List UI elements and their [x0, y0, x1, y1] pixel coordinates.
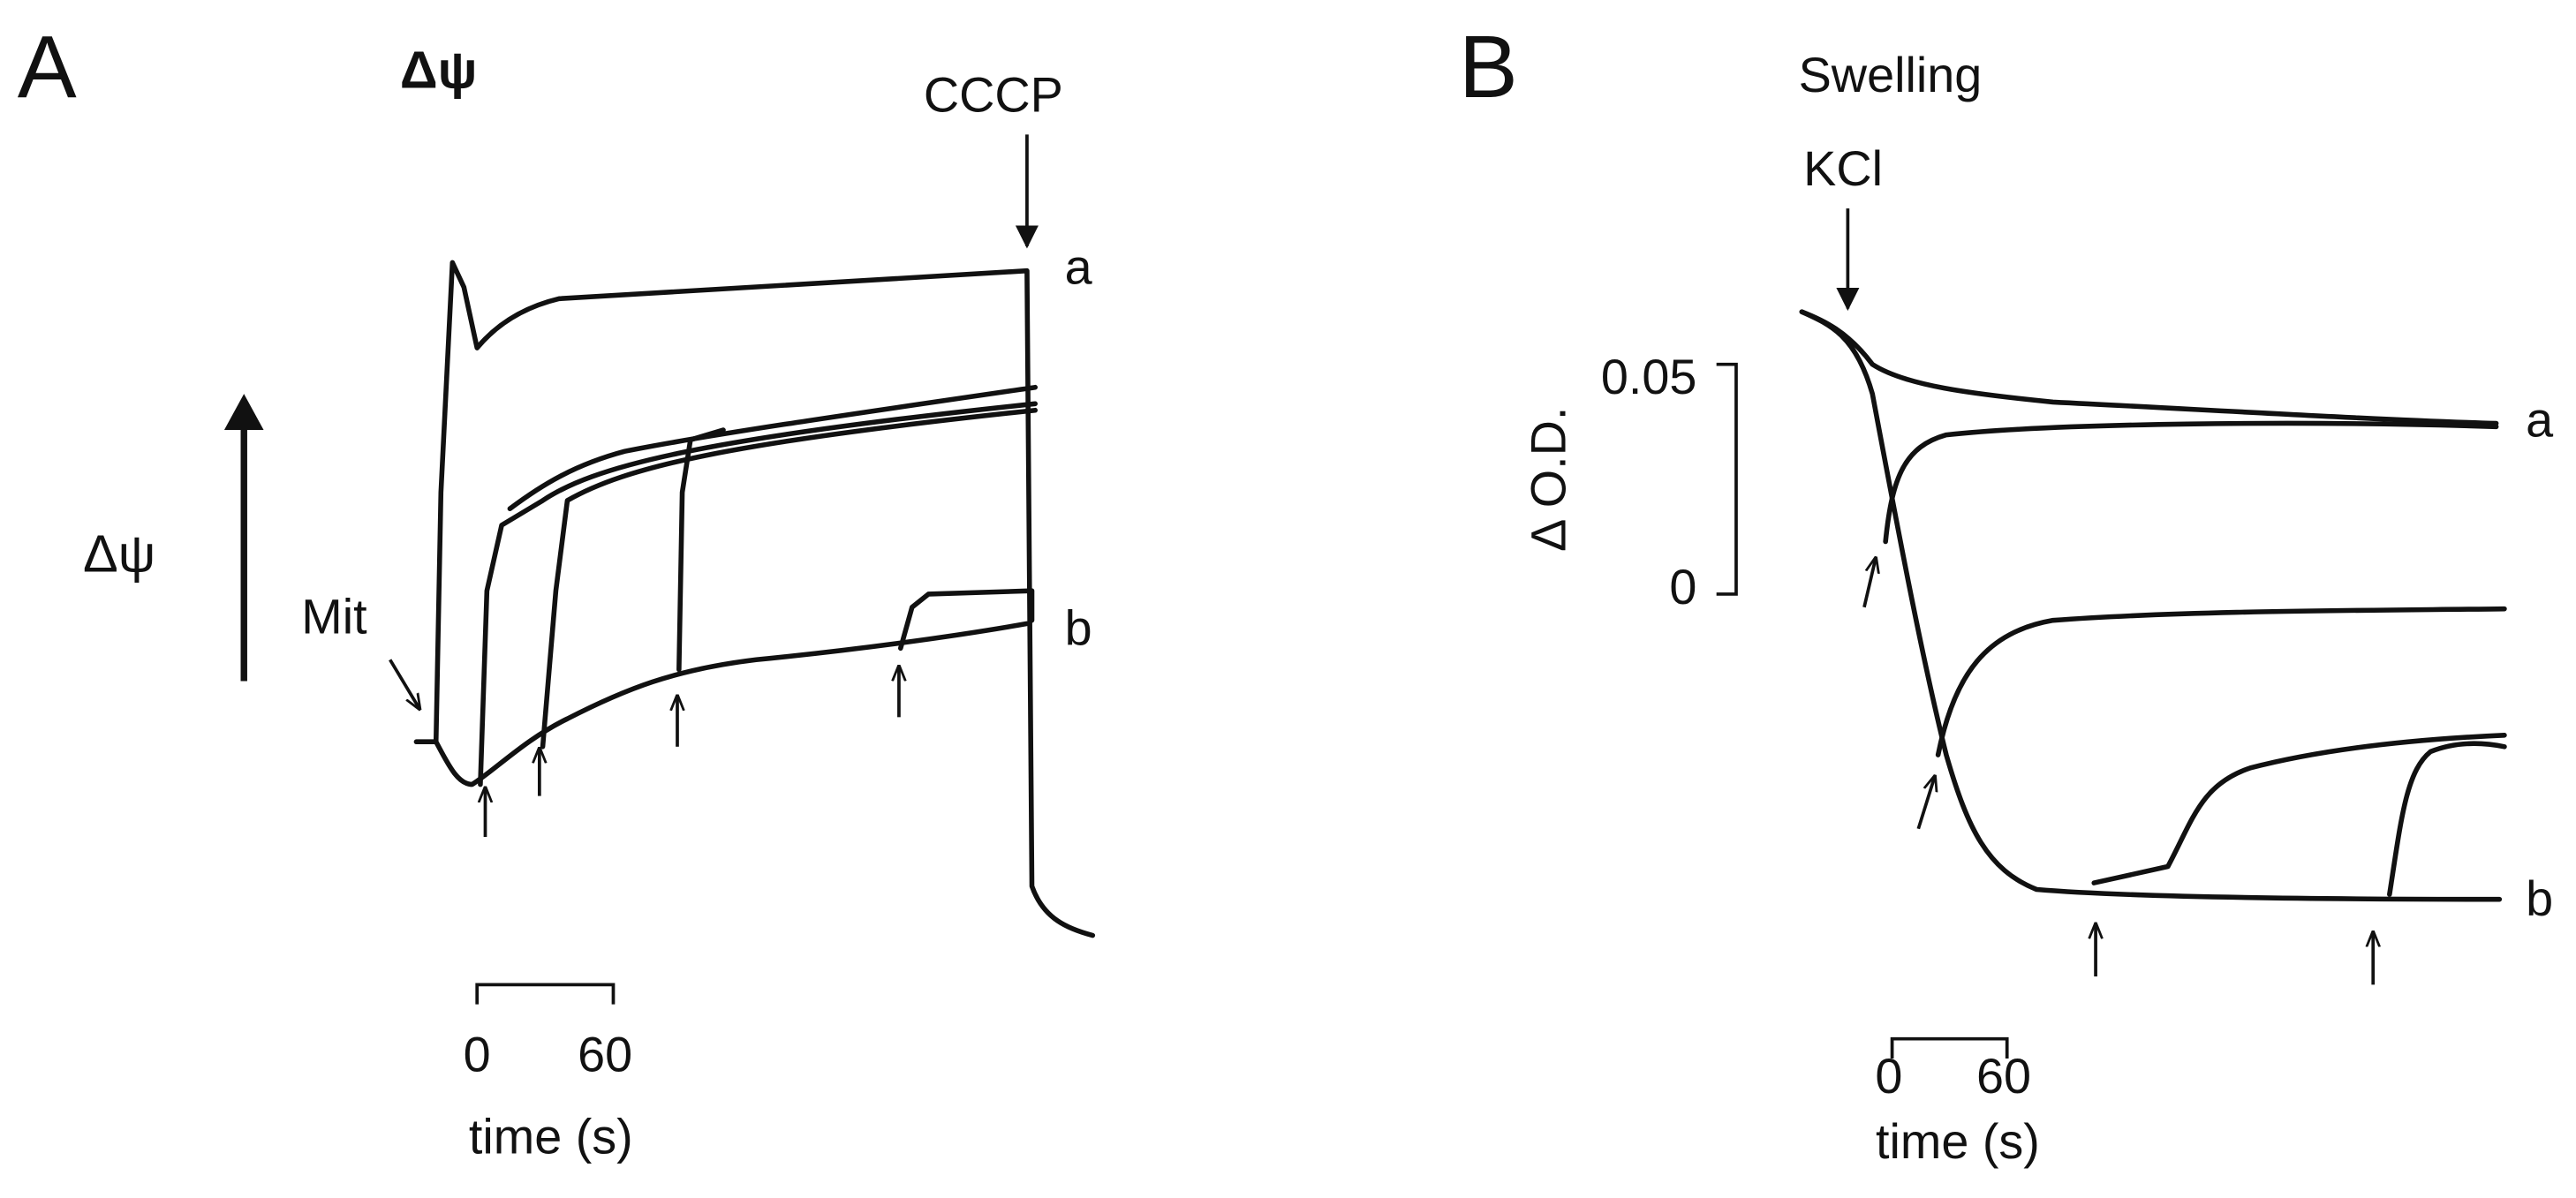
axis-label: Δ O.D.: [1522, 407, 1576, 552]
mit-label: Mit: [301, 589, 367, 644]
trace: [2387, 741, 2507, 897]
trace-label: a: [1065, 239, 1092, 294]
axis-arrowhead: [223, 394, 264, 431]
trace: [507, 384, 1039, 512]
trace: [478, 401, 1039, 787]
scale-tick: 0: [1669, 560, 1696, 614]
trace: [2091, 733, 2507, 885]
kcl-label: KCl: [1803, 141, 1883, 196]
panel-title: Δψ: [400, 40, 478, 99]
panel-a: A Δψ CCCP a b Δψ Mit 0 60 time (s): [18, 18, 1096, 1164]
trace-label: b: [1065, 600, 1092, 655]
marker-arrow: [1862, 558, 1876, 608]
marker-arrow: [1916, 776, 1935, 830]
panel-letter: A: [18, 18, 77, 117]
trace-label: b: [2526, 871, 2553, 926]
time-scale-bar: [475, 983, 616, 1005]
od-scale-bar: [1716, 362, 1738, 596]
trace: [1799, 309, 2499, 426]
trace: [1799, 309, 2503, 902]
trace: [898, 588, 1035, 652]
trace: [1935, 606, 2507, 757]
trace: [433, 621, 1030, 787]
panel-title: Swelling: [1799, 48, 1983, 102]
time-tick: 0: [464, 1028, 491, 1082]
time-tick: 0: [1875, 1049, 1902, 1104]
trace: [1883, 420, 2499, 545]
panel-b: B Swelling KCl 0.05 0 Δ O.D. a b 0 60 ti…: [1459, 18, 2553, 1169]
time-scale-bar: [1890, 1036, 2009, 1059]
trace: [676, 427, 726, 673]
time-label: time (s): [469, 1110, 633, 1164]
time-tick: 60: [578, 1028, 632, 1082]
time-tick: 60: [1976, 1049, 2031, 1104]
time-label: time (s): [1876, 1114, 2040, 1169]
trace: [413, 260, 1096, 938]
trace-label: a: [2526, 392, 2553, 447]
panel-letter: B: [1459, 18, 1518, 117]
axis-label: Δψ: [83, 524, 155, 584]
cccp-label: CCCP: [924, 67, 1063, 122]
mit-arrow: [389, 659, 419, 709]
scale-tick: 0.05: [1601, 350, 1697, 404]
